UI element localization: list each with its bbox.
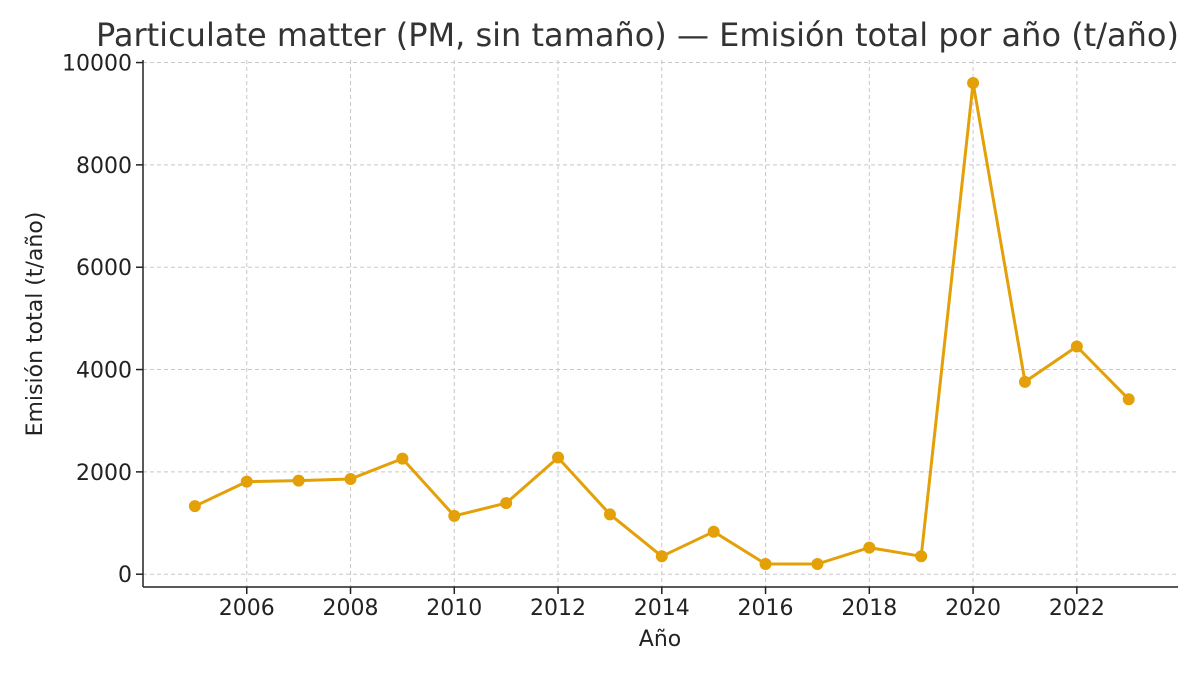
data-point: [811, 557, 824, 570]
y-tick-label: 0: [118, 563, 132, 588]
y-axis-label: Emisión total (t/año): [23, 212, 48, 437]
data-point: [1070, 340, 1083, 353]
x-tick-label: 2006: [219, 596, 275, 621]
y-tick-label: 8000: [76, 154, 132, 179]
x-tick-label: 2008: [323, 596, 379, 621]
data-point: [707, 525, 720, 538]
data-point: [967, 77, 980, 90]
grid-lines: [143, 60, 1178, 587]
y-tick-label: 6000: [76, 256, 132, 281]
data-point: [188, 500, 201, 513]
axes: [142, 60, 1178, 588]
data-point: [500, 497, 513, 510]
data-point: [655, 550, 668, 563]
x-tick-label: 2010: [426, 596, 482, 621]
x-tick-label: 2016: [738, 596, 794, 621]
x-tick-label: 2018: [841, 596, 897, 621]
data-point: [759, 557, 772, 570]
data-point: [292, 474, 305, 487]
series: [188, 77, 1135, 570]
data-point: [863, 541, 876, 554]
data-point: [396, 452, 409, 465]
x-axis-label: Año: [639, 627, 681, 652]
data-point: [552, 451, 565, 464]
x-tick-label: 2014: [634, 596, 690, 621]
y-tick-label: 10000: [62, 52, 132, 77]
data-point: [1122, 393, 1135, 406]
ticks: 0 2000 4000 6000 8000 10000 2006 2008 2010 2012 20…: [62, 52, 1105, 621]
data-point: [915, 550, 928, 563]
data-point: [603, 508, 616, 521]
x-tick-label: 2020: [945, 596, 1001, 621]
chart-title: Particulate matter (PM, sin tamaño) — Em…: [96, 16, 1179, 54]
x-tick-label: 2022: [1049, 596, 1105, 621]
y-tick-label: 2000: [76, 461, 132, 486]
x-tick-label: 2012: [530, 596, 586, 621]
series-line: [194, 81, 1130, 566]
data-point: [1018, 375, 1031, 388]
y-tick-label: 4000: [76, 359, 132, 384]
data-point: [240, 475, 253, 488]
data-point: [344, 473, 357, 486]
data-point: [448, 509, 461, 522]
